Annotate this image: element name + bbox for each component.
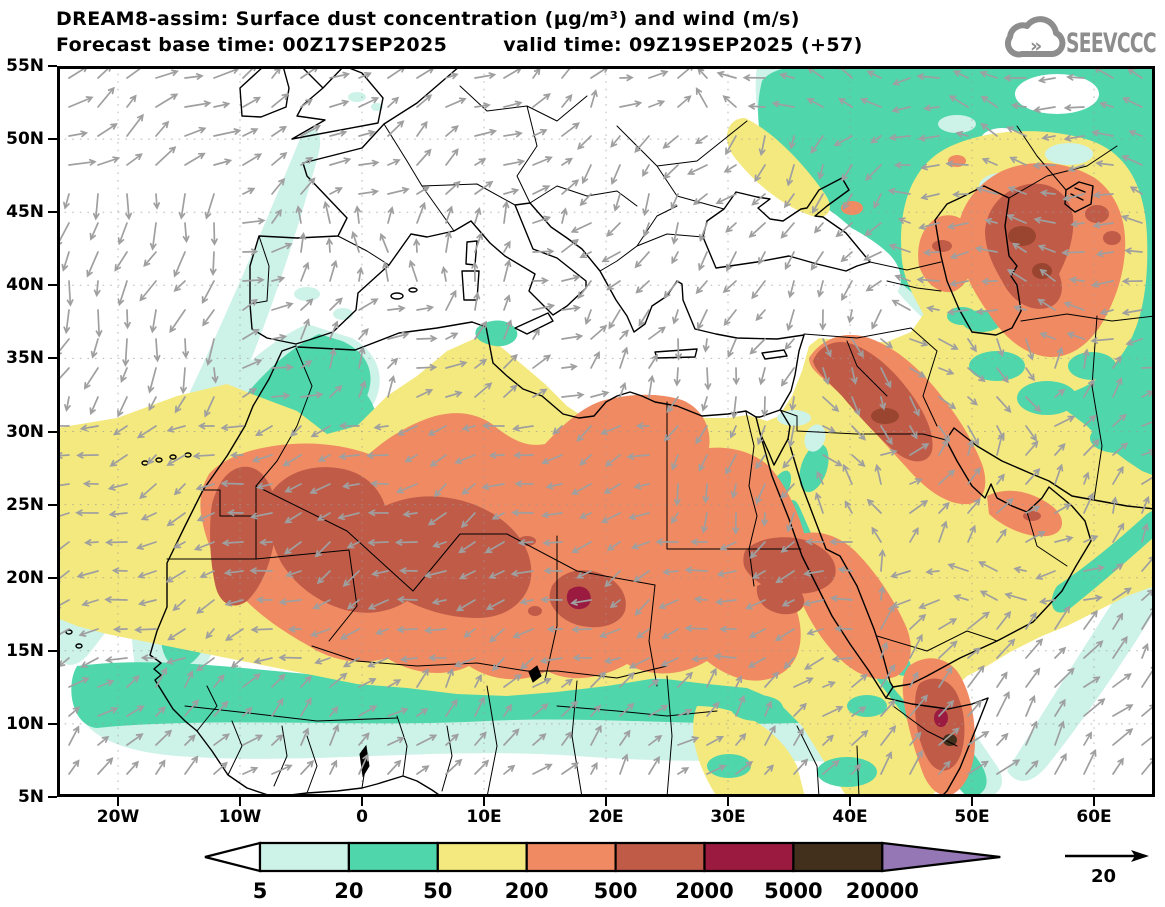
lon-tick-label: 50E	[954, 807, 990, 827]
lon-tick-label: 60E	[1076, 807, 1112, 827]
svg-text:»: »	[1030, 35, 1042, 57]
lat-tick	[48, 503, 57, 506]
lat-tick	[48, 576, 57, 579]
colorbar-cell	[347, 841, 439, 873]
logo-text: SEEVCCC	[1066, 28, 1156, 59]
colorbar-boundary-label: 20	[334, 879, 363, 903]
contour-fill-500-2000	[210, 183, 1121, 771]
lat-tick-label: 45N	[6, 202, 44, 223]
colorbar-legend: 5 20 50 200 500 2000 5000 20000	[195, 836, 1025, 907]
colorbar-boundary-label: 2000	[675, 879, 733, 903]
lat-tick-label: 55N	[6, 56, 44, 76]
map-frame	[57, 66, 1155, 797]
lon-tick	[361, 797, 363, 806]
lat-tick	[48, 796, 57, 798]
lon-tick-label: 20E	[588, 807, 624, 827]
lat-tick-label: 5N	[17, 787, 44, 807]
colorbar-cell	[792, 841, 884, 873]
colorbar-boundary-label: 500	[594, 879, 638, 903]
lon-tick	[239, 797, 241, 806]
colorbar-cell	[703, 841, 795, 873]
colorbar-boundary-label: 5	[253, 879, 268, 903]
colorbar-cell	[204, 841, 262, 873]
lon-tick	[1093, 797, 1095, 806]
lon-tick-label: 10W	[218, 807, 262, 827]
colorbar-boundary-label: 50	[423, 879, 452, 903]
lat-tick	[48, 722, 57, 725]
colorbar-cell	[614, 841, 706, 873]
wind-reference-arrow-icon	[1065, 850, 1149, 862]
lat-tick-label: 20N	[6, 567, 44, 588]
lat-tick-label: 25N	[6, 494, 44, 515]
dust-map	[46, 61, 1165, 798]
colorbar-cell	[881, 841, 1001, 873]
colorbar-boundary-label: 20000	[846, 879, 919, 903]
lon-tick-label: 20W	[96, 807, 140, 827]
lon-tick	[483, 797, 485, 806]
colorbar-cell	[436, 841, 528, 873]
lat-tick-label: 30N	[6, 421, 44, 442]
wind-reference: 20	[1055, 840, 1165, 904]
lat-tick	[48, 211, 57, 214]
lon-tick	[117, 797, 119, 806]
lat-tick	[48, 138, 57, 141]
lat-tick	[48, 65, 57, 67]
lon-tick	[849, 797, 851, 806]
map-panel	[46, 61, 1165, 798]
lat-tick-label: 15N	[6, 640, 44, 661]
lat-tick	[48, 284, 57, 287]
colorbar-cell	[258, 841, 350, 873]
lat-tick	[48, 357, 57, 360]
lat-tick-label: 40N	[6, 275, 44, 296]
lat-tick	[48, 649, 57, 652]
cloud-with-chevrons-icon: »	[1004, 16, 1066, 58]
lon-tick-label: 40E	[832, 807, 868, 827]
lat-tick-label: 35N	[6, 348, 44, 369]
lon-tick-label: 0	[356, 807, 368, 827]
colorbar-boundary-label: 200	[505, 879, 549, 903]
forecast-base-time: Forecast base time: 00Z17SEP2025	[56, 34, 448, 56]
lon-tick	[727, 797, 729, 806]
lon-tick	[971, 797, 973, 806]
wind-arrows	[46, 61, 1165, 775]
lat-tick-label: 50N	[6, 129, 44, 150]
map-subtitle: Forecast base time: 00Z17SEP2025 valid ti…	[56, 34, 863, 56]
lat-tick-label: 10N	[6, 713, 44, 734]
colorbar-boundary-label: 5000	[764, 879, 822, 903]
valid-time: valid time: 09Z19SEP2025 (+57)	[503, 34, 863, 56]
wind-reference-label: 20	[1091, 866, 1116, 887]
map-title: DREAM8-assim: Surface dust concentration…	[56, 8, 800, 30]
grid-lines	[57, 66, 1155, 797]
colorbar-cell	[525, 841, 617, 873]
lon-tick	[605, 797, 607, 806]
lon-tick-label: 30E	[710, 807, 746, 827]
seevccc-logo: » SEEVCCC	[1000, 14, 1160, 64]
coastlines-and-borders	[65, 65, 1156, 798]
lat-tick	[48, 430, 57, 433]
lon-tick-label: 10E	[466, 807, 502, 827]
